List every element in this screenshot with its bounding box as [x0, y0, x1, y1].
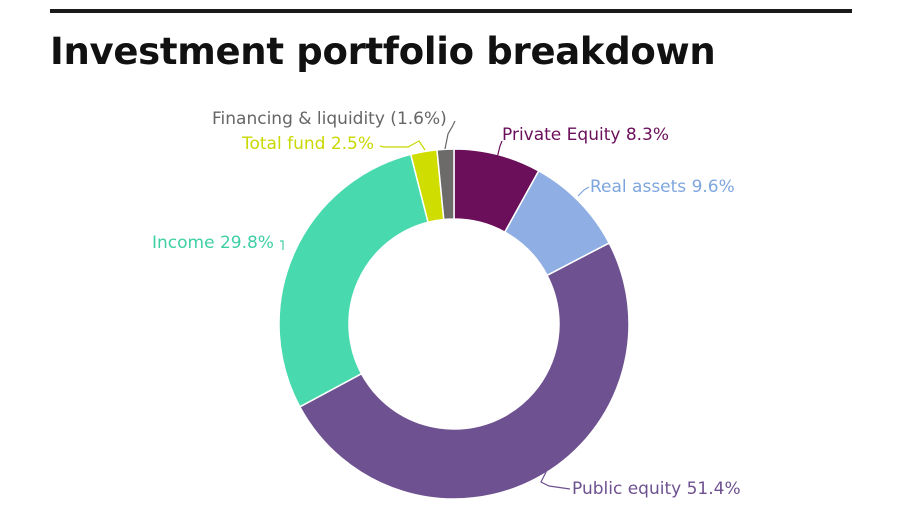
leader-lines [280, 120, 590, 490]
leader-line-private-equity [496, 140, 503, 159]
leader-line-income [280, 240, 284, 250]
slice-financing-liquidity [436, 148, 455, 221]
top-rule [50, 9, 852, 13]
slice-label-financing-liquidity: Financing & liquidity (1.6%) [212, 109, 447, 129]
slice-labels: Private Equity 8.3% Real assets 9.6% Publi… [152, 109, 741, 499]
leader-line-financing-liquidity [444, 120, 456, 150]
slice-label-private-equity: Private Equity 8.3% [502, 125, 669, 145]
leader-line-public-equity [540, 469, 571, 490]
slice-label-total-fund: Total fund 2.5% [241, 134, 374, 154]
page-title: Investment portfolio breakdown [50, 30, 716, 73]
slice-label-public-equity: Public equity 51.4% [572, 479, 741, 499]
leader-line-real-assets [577, 186, 590, 197]
slice-label-income: Income 29.8% [152, 233, 274, 253]
slice-label-real-assets: Real assets 9.6% [590, 177, 735, 197]
slice-income [278, 153, 429, 408]
donut-slices [278, 148, 630, 500]
leader-line-total-fund [379, 140, 426, 151]
slice-public-equity [298, 242, 630, 500]
